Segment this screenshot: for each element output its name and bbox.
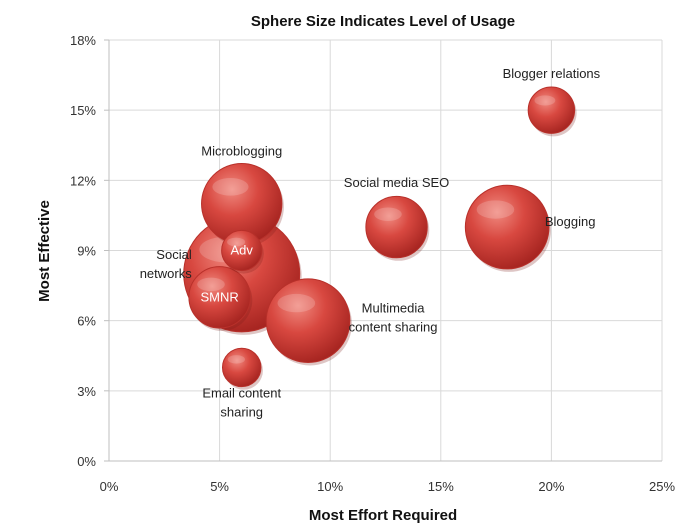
bubble-label: Microblogging <box>201 144 282 159</box>
y-tick-label: 15% <box>70 103 96 118</box>
bubble-label: Adv <box>231 243 254 258</box>
bubble-label: SMNR <box>200 289 238 304</box>
y-tick-label: 9% <box>77 244 96 259</box>
bubble-label: Multimedia content sharing <box>349 301 438 335</box>
bubble-label: Blogging <box>545 214 596 229</box>
x-tick-label: 0% <box>100 479 119 494</box>
y-tick-label: 18% <box>70 33 96 48</box>
bubble <box>188 266 251 329</box>
x-tick-label: 25% <box>649 479 675 494</box>
bubble <box>464 184 550 270</box>
bubble <box>221 229 263 272</box>
bubble-highlight <box>197 277 225 292</box>
axis-layer: 0% 5% 10% 15% 20% 25% 0% 3% 6% 9% 12% 15% 18% <box>70 33 675 494</box>
y-tick-label: 3% <box>77 384 96 399</box>
bubble-label: Email content sharing <box>202 385 281 419</box>
bubble <box>265 278 351 363</box>
grid-layer <box>108 39 663 462</box>
bubble-label: Blogger relations <box>503 66 601 81</box>
label-layer: Social networks Microblogging Multimedia con… <box>140 66 601 419</box>
bubble-highlight <box>476 200 515 219</box>
bubble-label: Social media SEO <box>344 175 450 190</box>
x-axis-title: Most Effort Required <box>309 507 457 524</box>
y-tick-label: 0% <box>77 454 96 469</box>
bubble <box>221 347 262 388</box>
chart-title: Sphere Size Indicates Level of Usage <box>251 13 515 30</box>
bubble <box>527 86 576 134</box>
bubble-highlight <box>227 237 246 247</box>
bubble-highlight <box>277 293 316 313</box>
bubble-highlight <box>374 207 402 221</box>
y-tick-label: 6% <box>77 314 96 329</box>
bubble-highlight <box>227 355 245 364</box>
x-tick-label: 10% <box>317 479 343 494</box>
bubble-layer <box>183 86 577 390</box>
y-axis-title: Most Effective <box>36 200 53 302</box>
x-tick-label: 15% <box>428 479 454 494</box>
bubble-highlight <box>212 178 249 196</box>
x-tick-label: 5% <box>210 479 229 494</box>
bubble-highlight <box>534 95 556 106</box>
bubble-label: Social networks <box>140 247 193 281</box>
y-tick-label: 12% <box>70 173 96 188</box>
x-tick-label: 20% <box>538 479 564 494</box>
bubble <box>365 195 428 259</box>
